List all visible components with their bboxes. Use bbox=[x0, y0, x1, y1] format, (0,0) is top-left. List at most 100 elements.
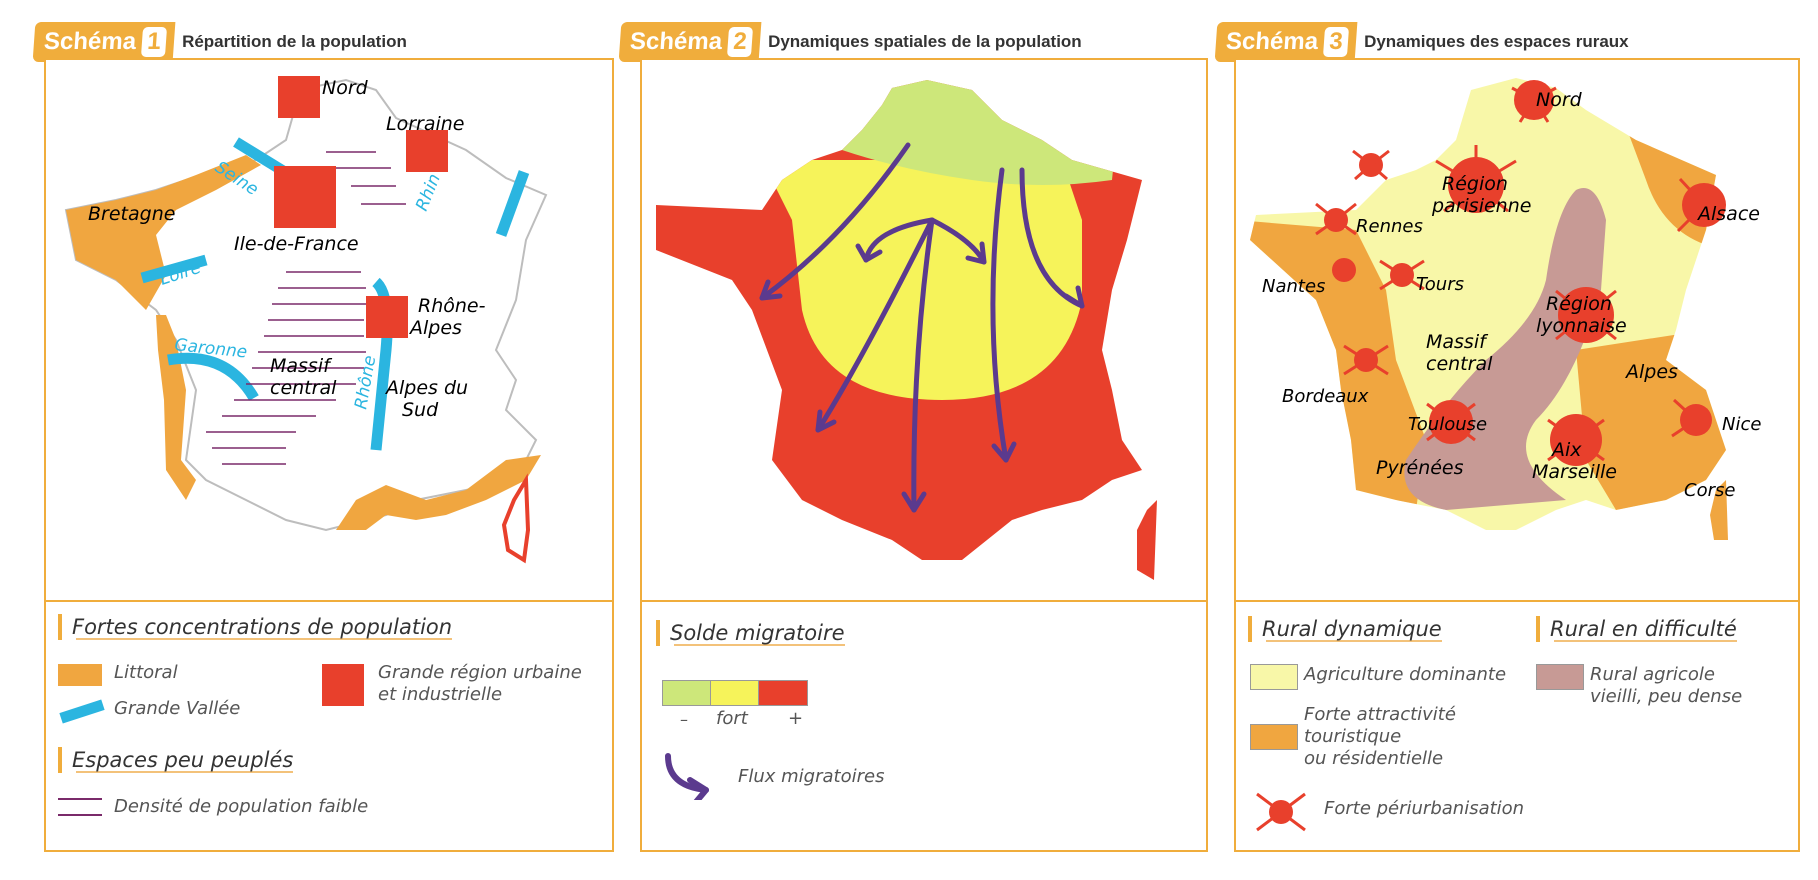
schema3-title: Dynamiques des espaces ruraux bbox=[1364, 32, 1629, 51]
river-loire bbox=[140, 254, 208, 284]
legend-fort: fort bbox=[716, 708, 748, 729]
schema1-title: Répartition de la population bbox=[182, 32, 407, 51]
schema3-legend: Rural dynamique Rural en difficulté Agri… bbox=[1236, 600, 1798, 852]
schema1-map: Nord Lorraine Seine Rhin Bretagne Ile-de… bbox=[64, 76, 548, 564]
swatch-solde-fort bbox=[710, 680, 760, 706]
legend2-heading-solde: Solde migratoire bbox=[656, 620, 845, 646]
legend1-heading-concentrations: Fortes concentrations de population bbox=[58, 614, 453, 640]
swatch-flux-arrow bbox=[665, 753, 709, 800]
urban-nord bbox=[278, 76, 320, 118]
legend-urbaine-1: Grande région urbaine bbox=[378, 662, 582, 683]
littoral-brittany bbox=[66, 155, 261, 310]
river-garonne bbox=[167, 352, 259, 401]
label-rhone-alpes-2: Alpes bbox=[408, 317, 462, 339]
schema3-tab: Schéma 3 Dynamiques des espaces ruraux bbox=[1214, 22, 1629, 62]
legend-urbaine-2: et industrielle bbox=[378, 684, 503, 705]
corsica-red bbox=[1137, 500, 1157, 580]
legend-touri-2: touristique bbox=[1304, 726, 1402, 747]
schema1-tab: Schéma 1 Répartition de la population bbox=[32, 22, 407, 62]
label3-nice: Nice bbox=[1722, 414, 1761, 435]
legend-minus: – bbox=[680, 710, 688, 729]
label3-corse: Corse bbox=[1684, 480, 1735, 501]
schema2-number: 2 bbox=[727, 27, 754, 57]
label3-region-paris-1: Région bbox=[1442, 173, 1508, 195]
corsica-orange bbox=[1710, 480, 1728, 540]
legend-periurb: Forte périurbanisation bbox=[1324, 798, 1525, 819]
legend-agri: Agriculture dominante bbox=[1304, 664, 1507, 685]
label-massif-2: central bbox=[270, 377, 337, 399]
label-nord: Nord bbox=[322, 77, 369, 99]
label3-massif-1: Massif bbox=[1426, 331, 1489, 353]
label3-aix-2: Marseille bbox=[1532, 461, 1617, 483]
swatch-rural bbox=[1536, 664, 1584, 690]
france-migration-zones bbox=[656, 80, 1142, 560]
swatch-urbaine bbox=[322, 664, 364, 706]
schema1-badge: Schéma 1 bbox=[32, 22, 176, 62]
migration-flows bbox=[759, 142, 1085, 513]
schema3-panel: Nord Région parisienne Alsace Rennes Nan… bbox=[1234, 58, 1800, 852]
label3-toulouse: Toulouse bbox=[1408, 414, 1487, 435]
legend-touri-1: Forte attractivité bbox=[1304, 704, 1456, 725]
label-massif-1: Massif bbox=[270, 355, 333, 377]
label3-tours: Tours bbox=[1416, 274, 1464, 295]
schema1-badge-label: Schéma bbox=[43, 28, 138, 55]
swatch-littoral bbox=[58, 664, 102, 686]
label-rhone-alpes-1: Rhône- bbox=[418, 295, 486, 317]
legend3-heading-dynamique: Rural dynamique bbox=[1248, 616, 1442, 642]
legend-vallee: Grande Vallée bbox=[114, 698, 241, 719]
periurbanisation-arrows bbox=[1315, 86, 1706, 462]
label-lorraine: Lorraine bbox=[386, 113, 465, 135]
river-rhin bbox=[495, 170, 530, 237]
swatch-solde-minus bbox=[662, 680, 712, 706]
schema1-panel: Nord Lorraine Seine Rhin Bretagne Ile-de… bbox=[44, 58, 614, 852]
corsica bbox=[501, 473, 531, 564]
label-bretagne: Bretagne bbox=[88, 203, 175, 225]
schema3-map: Nord Région parisienne Alsace Rennes Nan… bbox=[1250, 78, 1761, 540]
legend-rural-2: vieilli, peu dense bbox=[1590, 686, 1743, 707]
schema2-map bbox=[656, 80, 1157, 580]
legend-densite: Densité de population faible bbox=[114, 796, 369, 817]
low-density-stripes bbox=[206, 151, 406, 465]
schema2-legend: Solde migratoire – fort + Flux migratoir… bbox=[642, 600, 1206, 852]
swatch-solde-plus bbox=[758, 680, 808, 706]
label3-nantes: Nantes bbox=[1262, 276, 1325, 297]
legend3-heading-difficulte: Rural en difficulté bbox=[1536, 616, 1737, 642]
schema1-legend: Fortes concentrations de population Litt… bbox=[46, 600, 612, 852]
schema3-number: 3 bbox=[1323, 27, 1350, 57]
label3-pyrenees: Pyrénées bbox=[1376, 457, 1464, 479]
label3-alsace: Alsace bbox=[1696, 203, 1760, 225]
urban-idf bbox=[274, 166, 336, 228]
schema2-tab: Schéma 2 Dynamiques spatiales de la popu… bbox=[618, 22, 1082, 62]
label3-alpes: Alpes bbox=[1624, 361, 1678, 383]
schema3-badge: Schéma 3 bbox=[1214, 22, 1358, 62]
legend-touri-3: ou résidentielle bbox=[1304, 748, 1444, 769]
schema2-badge-label: Schéma bbox=[629, 28, 724, 55]
schema3-badge-label: Schéma bbox=[1225, 28, 1320, 55]
swatch-touri bbox=[1250, 724, 1298, 750]
urban-lorraine bbox=[406, 130, 448, 172]
label3-aix-1: Aix bbox=[1550, 439, 1582, 461]
legend1-heading-peu-peuples: Espaces peu peuplés bbox=[58, 747, 294, 773]
schema2-badge: Schéma 2 bbox=[618, 22, 762, 62]
legend-littoral: Littoral bbox=[114, 662, 178, 683]
schema2-title: Dynamiques spatiales de la population bbox=[768, 32, 1082, 51]
label-alpes-sud-1: Alpes du bbox=[384, 377, 468, 399]
label-idf: Ile-de-France bbox=[234, 233, 359, 255]
swatch-periurb bbox=[1256, 792, 1306, 832]
swatch-densite bbox=[58, 798, 102, 816]
legend-flux: Flux migratoires bbox=[738, 766, 885, 787]
swatch-vallee bbox=[59, 699, 105, 724]
label-alpes-sud-2: Sud bbox=[402, 399, 439, 421]
label3-region-lyon-1: Région bbox=[1546, 293, 1612, 315]
label3-bordeaux: Bordeaux bbox=[1282, 386, 1369, 407]
schema1-number: 1 bbox=[141, 27, 168, 57]
label3-nord: Nord bbox=[1536, 89, 1583, 111]
swatch-agri bbox=[1250, 664, 1298, 690]
urban-rhone-alpes bbox=[366, 296, 408, 338]
littoral-mediterranean bbox=[336, 455, 541, 530]
schema2-panel: Solde migratoire – fort + Flux migratoir… bbox=[640, 58, 1208, 852]
legend-rural-1: Rural agricole bbox=[1590, 664, 1715, 685]
label3-region-lyon-2: lyonnaise bbox=[1536, 315, 1627, 337]
label3-massif-2: central bbox=[1426, 353, 1493, 375]
label3-region-paris-2: parisienne bbox=[1431, 195, 1531, 217]
